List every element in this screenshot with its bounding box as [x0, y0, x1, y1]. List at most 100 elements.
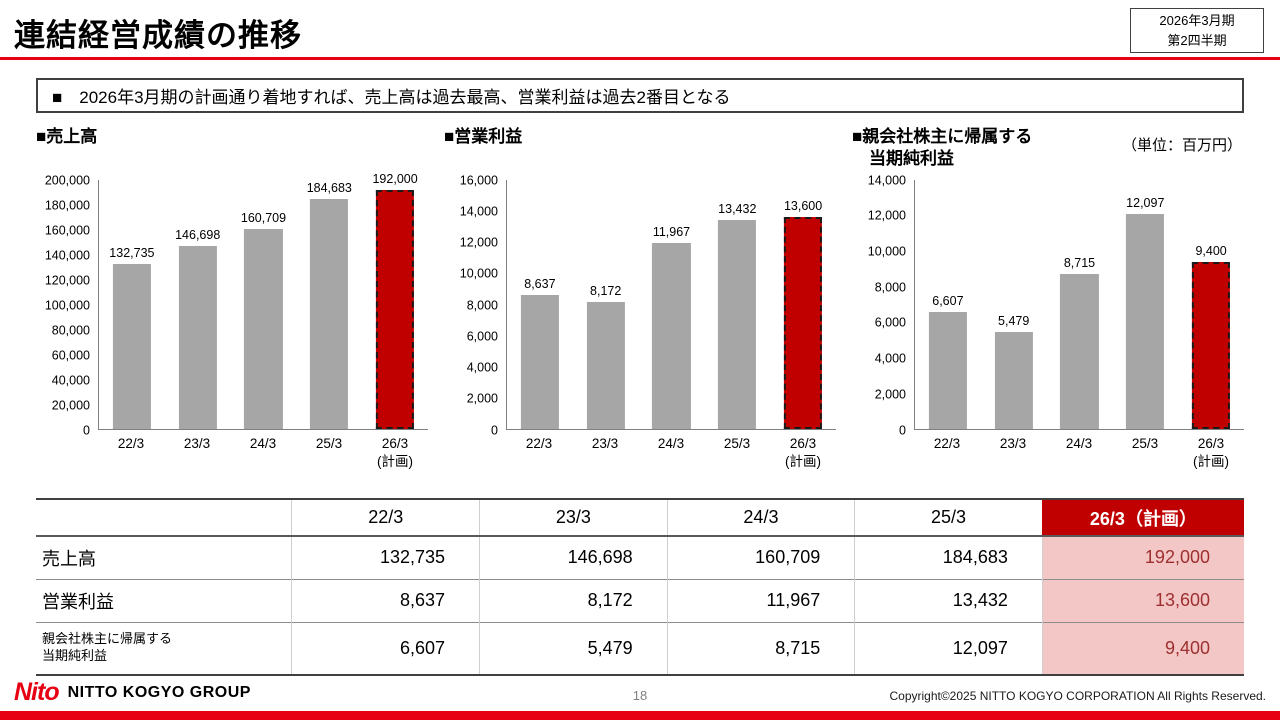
y-tick-label: 2,000: [874, 387, 906, 402]
bar-value-label: 8,172: [590, 283, 622, 298]
bar-slot: 146,698: [165, 180, 231, 429]
bar-slot: 8,715: [1047, 180, 1113, 429]
x-axis: 22/3 23/3 24/3 25/3 26/3 (計画): [98, 435, 428, 470]
cell-plan: 13,600: [1041, 578, 1244, 622]
chart-body: 0 20,000 40,000 60,000 80,000 100,000 120,000 1…: [36, 172, 428, 436]
bar: [1126, 213, 1165, 429]
x-axis: 22/3 23/3 24/3 25/3 26/3 (計画): [914, 435, 1244, 470]
bottom-accent-bar: [0, 711, 1280, 720]
x-tick-label: 24/3: [1065, 436, 1093, 451]
y-tick-label: 0: [83, 422, 90, 437]
bar-slot: 192,000: [362, 172, 428, 429]
y-tick-label: 10,000: [867, 244, 906, 259]
x-tick-label: 26/3 (計画): [770, 435, 836, 470]
x-tick-label: 26/3 (計画): [1178, 435, 1244, 470]
results-table: 22/3 23/3 24/3 25/3 26/3（計画） 売上高 132,735…: [36, 498, 1244, 676]
period-box: 2026年3月期 第2四半期: [1130, 8, 1264, 53]
bar: [310, 199, 349, 429]
cell: 132,735: [291, 536, 480, 579]
bar-slot: 13,600: [770, 180, 836, 429]
bar-value-label: 146,698: [175, 228, 221, 243]
chart-title-net-sales: ■売上高: [36, 127, 98, 146]
x-tick-label: 24/3: [657, 436, 685, 451]
bar-value-label: 8,637: [524, 276, 556, 291]
x-tick-label: 23/3: [999, 436, 1027, 451]
chart-title-operating-income: ■営業利益: [444, 127, 523, 146]
y-tick-label: 8,000: [466, 297, 498, 312]
bar: [244, 228, 283, 429]
chart-net-income-parent: ■親会社株主に帰属する 当期純利益 0 2,000 4,000 6,000 8,000 1…: [852, 126, 1244, 488]
chart-operating-income: ■営業利益 0 2,000 4,000 6,000 8,000 10,000 12,000 1…: [444, 126, 836, 488]
bar-value-label: 6,607: [932, 293, 964, 308]
x-tick-label: 25/3: [723, 436, 751, 451]
key-message: ■ 2026年3月期の計画通り着地すれば、売上高は過去最高、営業利益は過去2番目…: [52, 88, 731, 107]
table-row-operating-income: 営業利益 8,637 8,172 11,967 13,432 13,600: [36, 578, 1244, 622]
col-header-23-3: 23/3: [479, 499, 668, 537]
y-tick-label: 14,000: [867, 172, 906, 187]
plot-area: 6,607 5,479 8,715 12,097 9,400: [914, 180, 1244, 430]
y-tick-label: 2,000: [466, 391, 498, 406]
chart-title-net-income-parent: ■親会社株主に帰属する 当期純利益: [852, 127, 1033, 169]
x-tick-label: 22/3: [117, 436, 145, 451]
bar-value-label: 160,709: [240, 210, 287, 225]
col-header-25-3: 25/3: [854, 499, 1043, 537]
x-tick-label: 22/3: [525, 436, 553, 451]
bar-value-label: 184,683: [306, 181, 352, 196]
x-tick-label: 25/3: [1131, 436, 1159, 451]
plot-area: 132,735 146,698 160,709 184,683 192,000: [98, 172, 428, 430]
copyright: Copyright©2025 NITTO KOGYO CORPORATION A…: [889, 689, 1266, 703]
x-tick-label: 26/3 (計画): [362, 435, 428, 470]
y-tick-label: 6,000: [874, 315, 906, 330]
y-tick-label: 180,000: [44, 197, 90, 212]
y-tick-label: 4,000: [466, 360, 498, 375]
y-tick-label: 200,000: [44, 172, 90, 187]
cell-plan: 9,400: [1041, 621, 1244, 675]
cell: 11,967: [666, 578, 855, 622]
bar-slot: 8,172: [573, 180, 639, 429]
col-header-22-3: 22/3: [291, 499, 480, 537]
table-corner: [36, 499, 292, 537]
y-tick-label: 12,000: [867, 208, 906, 223]
page-number: 18: [632, 688, 648, 703]
bar-value-label: 11,967: [652, 224, 691, 239]
cell: 8,172: [479, 578, 668, 622]
bar-slot: 8,637: [507, 180, 573, 429]
bar-plan: [376, 189, 415, 429]
bar-slot: 160,709: [231, 180, 297, 429]
bar: [652, 242, 691, 429]
y-axis: 0 2,000 4,000 6,000 8,000 10,000 12,000 14,000: [852, 174, 914, 436]
cell: 5,479: [479, 621, 668, 675]
table-row-net-sales: 売上高 132,735 146,698 160,709 184,683 192,…: [36, 536, 1244, 579]
y-axis: 0 20,000 40,000 60,000 80,000 100,000 120,000 1…: [36, 174, 98, 436]
table-header-row: 22/3 23/3 24/3 25/3 26/3（計画）: [36, 499, 1244, 537]
period-line2: 第2四半期: [1167, 32, 1227, 48]
y-tick-label: 0: [899, 422, 906, 437]
y-tick-label: 4,000: [874, 351, 906, 366]
bar: [112, 263, 151, 429]
y-tick-label: 140,000: [44, 247, 90, 262]
plan-note: (計画): [1193, 453, 1229, 469]
y-tick-label: 120,000: [44, 272, 90, 287]
y-axis: 0 2,000 4,000 6,000 8,000 10,000 12,000 14,000 1…: [444, 174, 506, 436]
chart-net-sales: ■売上高 0 20,000 40,000 60,000 80,000 100,000 120…: [36, 126, 428, 488]
cell-plan: 192,000: [1041, 536, 1244, 579]
bar-slot: 11,967: [639, 180, 705, 429]
y-tick-label: 80,000: [51, 322, 90, 337]
bar-slot: 12,097: [1112, 180, 1178, 429]
bar: [928, 311, 967, 429]
bar-value-label: 12,097: [1126, 195, 1165, 210]
nitto-logo-mark: Nito: [14, 678, 60, 706]
y-tick-label: 16,000: [459, 172, 498, 187]
bar-plan: [1192, 261, 1231, 429]
bar-slot: 6,607: [915, 180, 981, 429]
x-tick-label: 23/3: [591, 436, 619, 451]
cell: 184,683: [854, 536, 1043, 579]
page-title: 連結経営成績の推移: [14, 18, 302, 53]
x-tick-label: 24/3: [249, 436, 277, 451]
y-tick-label: 160,000: [44, 222, 90, 237]
bar-value-label: 132,735: [109, 245, 155, 260]
bar-value-label: 13,432: [718, 201, 757, 216]
bar-value-label: 13,600: [783, 199, 823, 214]
company-name: NITTO KOGYO GROUP: [67, 683, 251, 701]
unit-note: （単位：百万円）: [1121, 137, 1242, 154]
